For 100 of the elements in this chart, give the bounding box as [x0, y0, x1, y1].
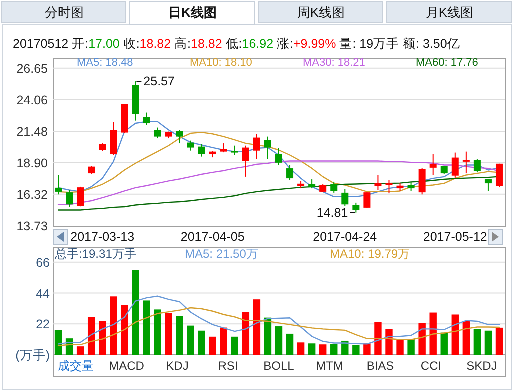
- bar: [386, 329, 393, 355]
- candlestick: [231, 145, 238, 156]
- bar: [308, 344, 316, 355]
- text: 成交量: [58, 359, 94, 373]
- annotation: 25.57: [144, 74, 176, 89]
- y-tick-label: (万手): [16, 348, 50, 362]
- annotation: 总手:19.31万手: [54, 247, 136, 261]
- bar: [396, 339, 404, 355]
- text: BOLL: [264, 359, 295, 373]
- line-series: [58, 307, 500, 346]
- bar: [264, 318, 272, 355]
- text: RSI: [218, 359, 238, 373]
- candlestick: [242, 145, 250, 178]
- bar: [352, 345, 360, 355]
- text: 日K线图: [168, 5, 217, 20]
- candlestick: [418, 168, 426, 196]
- candlestick: [176, 130, 184, 144]
- text: KDJ: [166, 359, 189, 373]
- bar: [275, 326, 283, 355]
- bar: [220, 328, 228, 355]
- candlestick: [143, 112, 150, 126]
- annotation: 14.81: [316, 206, 348, 220]
- candlestick: [55, 174, 62, 196]
- text: 分时图: [44, 5, 84, 20]
- candlestick: [154, 127, 162, 140]
- candlestick: [276, 148, 282, 166]
- y-tick-label: 18.90: [16, 156, 48, 170]
- bar: [297, 342, 305, 355]
- bar: [418, 323, 426, 355]
- candlestick: [286, 164, 294, 181]
- bar: [121, 305, 128, 355]
- text: 20170512 开:17.00 收:18.82 高:18.82 低:16.92 涨:+9.99% 量: 19万手 额: 3.50亿: [13, 37, 460, 51]
- candlestick: [408, 181, 415, 192]
- y-tick-label: 21.48: [16, 124, 48, 139]
- y-tick-label: 26.65: [16, 62, 48, 76]
- y-tick-label: 24.06: [16, 93, 48, 108]
- bar: [54, 330, 62, 355]
- candlestick: [474, 158, 481, 174]
- candlestick: [386, 180, 393, 194]
- text: BIAS: [366, 359, 394, 373]
- candlestick: [264, 136, 272, 160]
- line-series: [58, 296, 500, 345]
- text: SKDJ: [466, 359, 498, 373]
- text: 周K线图: [297, 5, 346, 20]
- text: MA5: 18.48: [77, 57, 134, 69]
- y-tick-label: 44: [36, 286, 50, 301]
- text: MA10: 19.79万: [330, 247, 410, 261]
- bar: [231, 336, 238, 355]
- bar: [374, 322, 382, 355]
- text: MA60: 17.76: [416, 57, 478, 69]
- candlestick: [374, 174, 382, 191]
- bar: [76, 346, 84, 355]
- candlestick: [364, 191, 371, 208]
- text: MA5: 21.50万: [185, 247, 258, 261]
- x-tick-label: 2017-05-12: [423, 230, 488, 244]
- bar: [187, 326, 194, 355]
- text: MTM: [316, 359, 344, 373]
- bar: [430, 312, 437, 355]
- bar: [165, 313, 172, 355]
- bar: [110, 296, 118, 355]
- candlestick: [198, 144, 206, 158]
- bar: [452, 314, 459, 355]
- y-tick-label: 22: [36, 318, 50, 332]
- candlestick: [430, 154, 437, 176]
- candlestick: [496, 163, 503, 188]
- bar: [474, 329, 482, 355]
- bar: [320, 344, 327, 355]
- bar: [242, 312, 250, 355]
- bar: [88, 317, 96, 355]
- text: 月K线图: [426, 5, 474, 20]
- y-tick-label: 16.32: [16, 188, 48, 202]
- bar: [209, 336, 216, 355]
- candlestick: [308, 179, 316, 190]
- candlestick: [330, 181, 338, 194]
- candlestick: [452, 152, 459, 178]
- bar: [496, 328, 504, 355]
- bar: [143, 300, 150, 355]
- bar: [132, 270, 140, 355]
- x-tick-label: 2017-03-13: [70, 230, 135, 244]
- candlestick: [253, 134, 260, 160]
- text: MA10: 18.10: [190, 57, 252, 69]
- candlestick: [77, 186, 84, 208]
- candlestick: [462, 151, 470, 174]
- candlestick: [342, 188, 349, 206]
- bar: [364, 344, 371, 355]
- x-tick-label: 2017-04-24: [313, 230, 378, 244]
- bar: [176, 316, 184, 355]
- bar: [440, 332, 448, 355]
- bar: [286, 334, 294, 355]
- bar: [330, 344, 338, 355]
- text: MA30: 18.21: [303, 57, 366, 69]
- candlestick: [187, 140, 194, 152]
- bar: [484, 330, 492, 355]
- y-tick-label: 66: [36, 256, 50, 270]
- candlestick: [66, 190, 74, 208]
- y-tick-label: 13.73: [16, 220, 48, 234]
- candlestick: [484, 179, 492, 192]
- bar: [462, 321, 470, 355]
- bar: [154, 310, 162, 355]
- text: CCI: [420, 359, 442, 373]
